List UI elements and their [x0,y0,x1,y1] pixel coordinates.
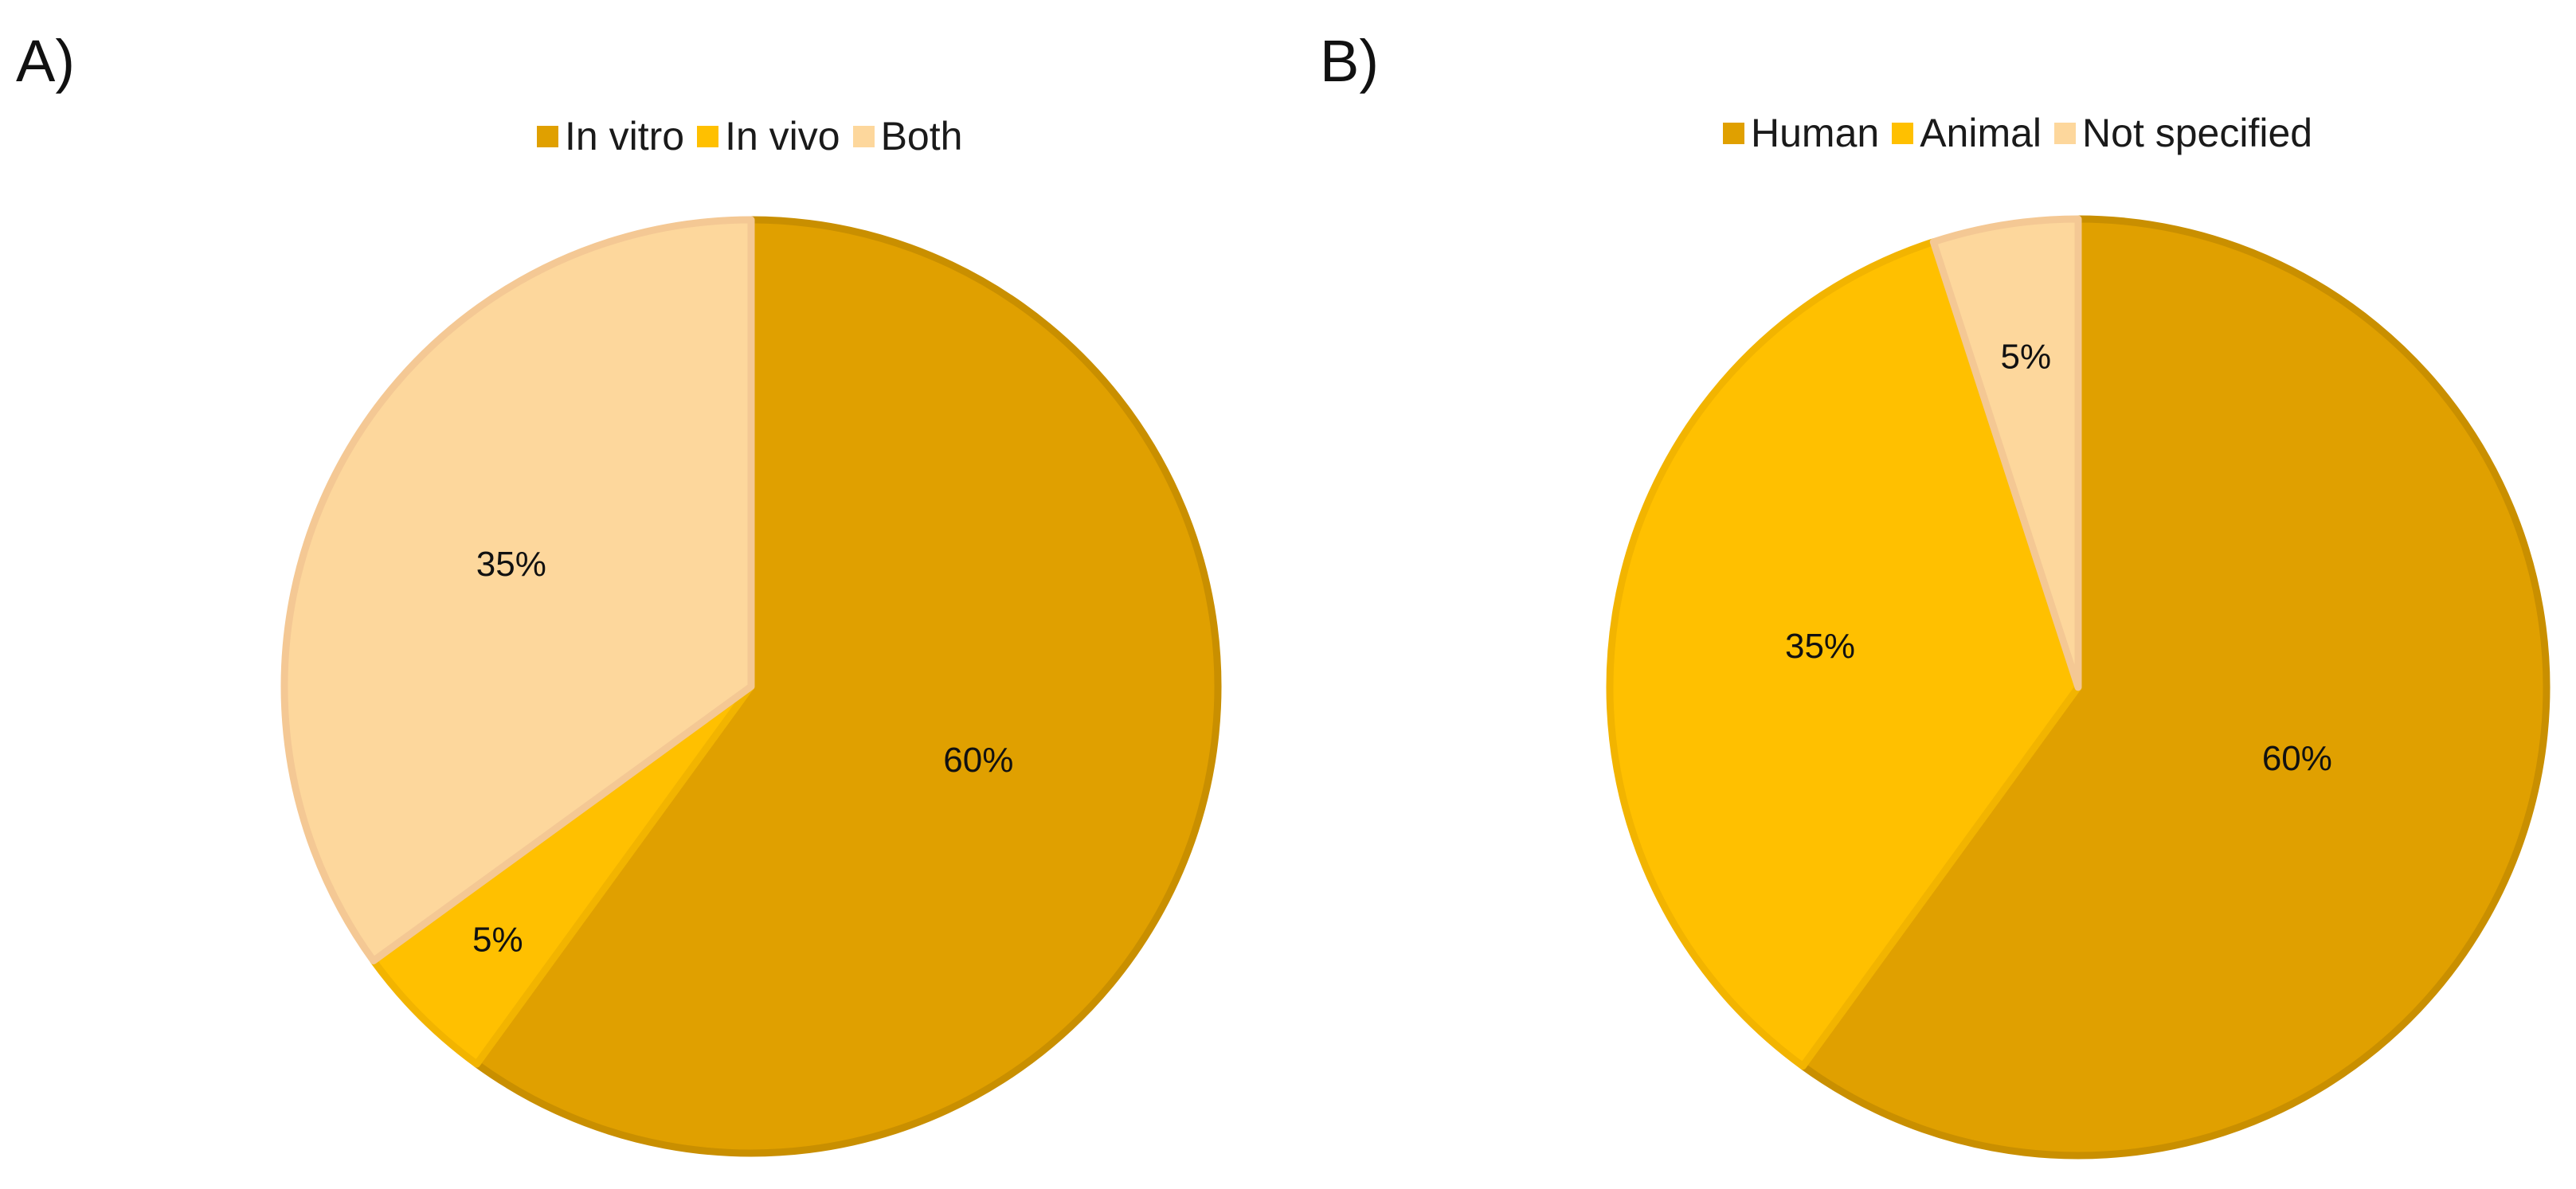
pie-label-human: 60% [2262,739,2332,778]
pie-label-not-specified: 5% [2001,338,2052,377]
chart-panel-a: A) In vitro In vivo Both 60% 5% 35% [0,0,1288,1189]
chart-panel-b: B) Human Animal Not specified 60% 35% 5% [1288,0,2576,1189]
pie-label-animal: 35% [1785,627,1855,666]
pie-label-in-vivo: 5% [472,921,523,960]
pie-label-in-vitro: 60% [943,741,1013,780]
pie-chart-a: 60% 5% 35% [0,0,1288,1189]
pie-chart-b: 60% 35% 5% [1288,0,2576,1189]
pie-label-both: 35% [476,545,546,584]
